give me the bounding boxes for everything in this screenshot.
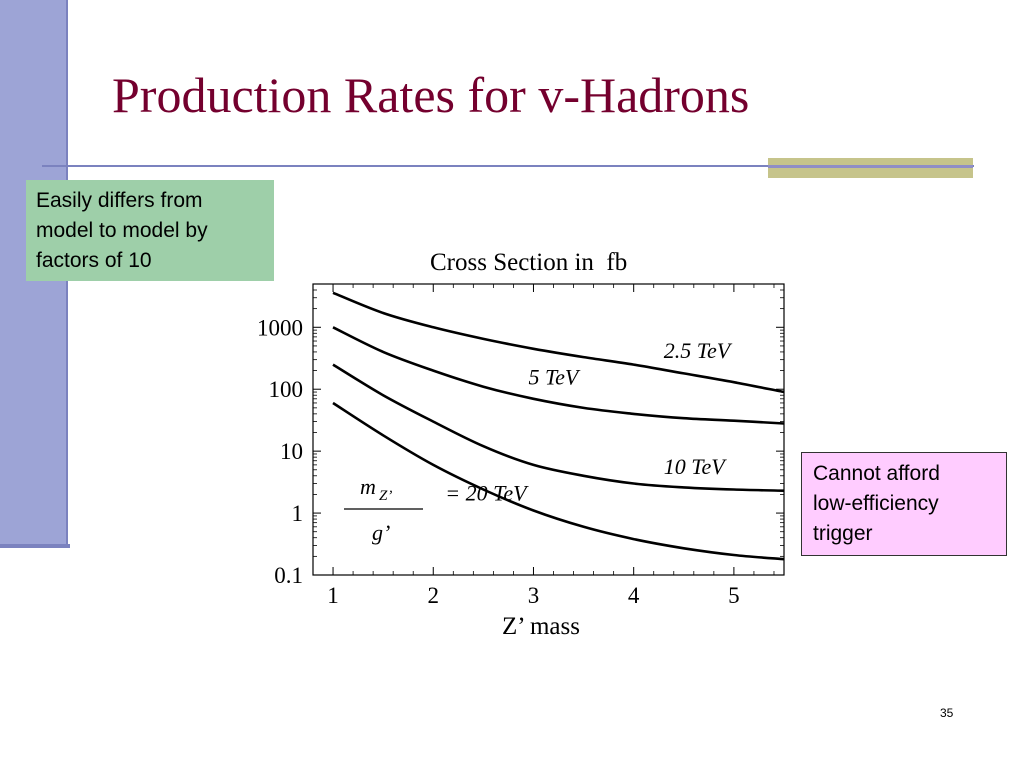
slide-number: 35 (940, 706, 954, 720)
callout-line: trigger (813, 522, 873, 545)
callout-line: low-efficiency (813, 492, 939, 515)
x-tick-label: 4 (628, 583, 640, 608)
title-accent-bar (768, 158, 973, 178)
x-axis-label: Z’ mass (502, 613, 580, 640)
y-axis-labels: 0.1 1 10 100 1000 (257, 315, 303, 588)
callout-trigger: Cannot afford low-efficiency trigger (801, 452, 1007, 556)
y-tick-label: 0.1 (274, 563, 303, 588)
series-line (332, 401, 785, 561)
callout-line: factors of 10 (36, 249, 152, 272)
axis-ticks (313, 283, 784, 576)
cross-section-chart: Cross Section in fb 0.1 1 10 100 1000 1 2 3 4 5 … (257, 249, 785, 640)
x-tick-label: 2 (428, 583, 440, 608)
series-lines (332, 291, 785, 561)
plot-frame (312, 283, 785, 576)
callout-model-dependence: Easily differs from model to model by fa… (26, 180, 274, 281)
callout-line: Easily differs from (36, 189, 203, 212)
ratio-denominator: g’ (372, 520, 390, 545)
x-tick-label: 3 (528, 583, 540, 608)
series-labels: 2.5 TeV 5 TeV 10 TeV = 20 TeV (445, 338, 732, 506)
callout-line: Cannot afford (813, 462, 940, 485)
ratio-numerator-sub: Z’ (379, 488, 392, 504)
mass-coupling-ratio: m Z’ g’ (344, 474, 423, 545)
chart-title: Cross Section in fb (430, 249, 627, 276)
series-line (332, 363, 785, 492)
series-label: = 20 TeV (445, 480, 529, 505)
series-label: 2.5 TeV (664, 338, 733, 363)
series-line (332, 326, 785, 425)
series-label: 5 TeV (528, 365, 580, 390)
x-axis-labels: 1 2 3 4 5 (327, 583, 739, 608)
title-divider (42, 165, 974, 167)
y-tick-label: 10 (280, 439, 303, 464)
series-label: 10 TeV (664, 454, 727, 479)
y-tick-label: 1 (292, 501, 304, 526)
slide-left-bar-edge (0, 544, 70, 548)
series-line (332, 291, 785, 394)
callout-line: model to model by (36, 219, 208, 242)
slide-title: Production Rates for v-Hadrons (112, 67, 750, 123)
y-tick-label: 1000 (257, 315, 303, 340)
y-tick-label: 100 (269, 377, 304, 402)
x-tick-label: 1 (327, 583, 339, 608)
x-tick-label: 5 (728, 583, 740, 608)
title-accent-line (768, 165, 973, 168)
ratio-numerator: m (360, 474, 376, 499)
